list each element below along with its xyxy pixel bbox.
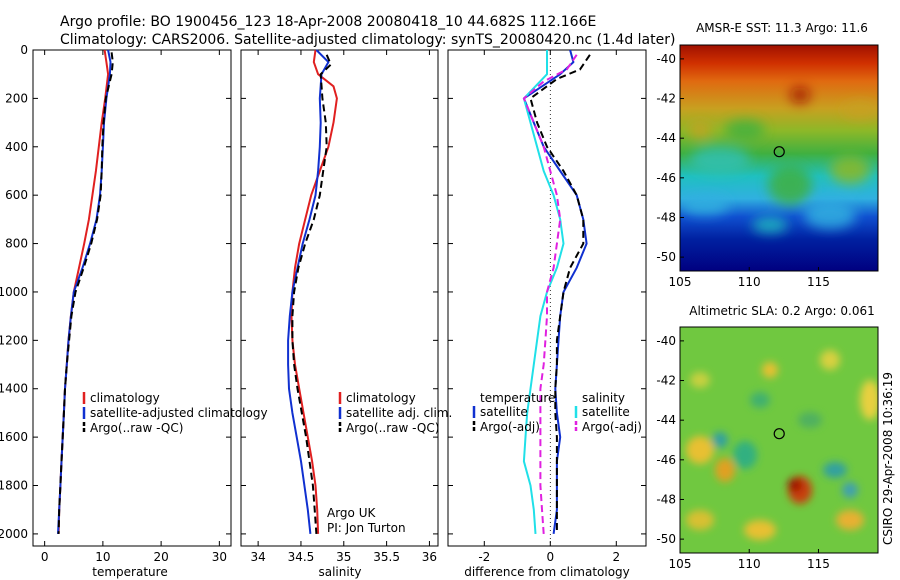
legend-label-sal-argo: Argo(-adj): [582, 420, 642, 434]
y-tick-label: 200: [5, 91, 28, 105]
map-y-tick-label: -46: [656, 171, 676, 185]
profile-panels: 0 10 20 30020040060080010001200140016001800…: [0, 43, 646, 564]
salinity-xlabel: salinity: [318, 565, 361, 579]
x-tick-label: 36: [422, 550, 437, 564]
sst-map-axes: 105 110 115 -40 -42 -44 -46 -48 -50: [656, 52, 830, 289]
series-line-climatology: [290, 49, 338, 534]
credit-argo-uk: Argo UK: [327, 506, 376, 520]
y-tick-label: 1400: [0, 382, 28, 396]
map-y-tick-label: -42: [656, 374, 676, 388]
x-tick-label: 20: [153, 550, 168, 564]
legend-label-satellite: satellite adj. clim.: [346, 406, 452, 420]
map-y-tick-label: -50: [656, 532, 676, 546]
y-tick-label: 1800: [0, 479, 28, 493]
temperature-legend: climatology satellite-adjusted climatolo…: [82, 391, 268, 435]
x-tick-label: 2: [612, 550, 620, 564]
series-line-satellite-adj-clim: [287, 49, 330, 535]
header-line-2: Climatology: CARS2006. Satellite-adjuste…: [60, 32, 675, 48]
map-y-tick-label: -40: [656, 334, 676, 348]
x-tick-label: 34.5: [288, 550, 315, 564]
sst-map-image: [680, 45, 878, 271]
legend-label-climatology: climatology: [346, 391, 416, 405]
sla-argo-location-marker: [773, 428, 785, 440]
legend-label-sal-satellite: satellite: [582, 405, 630, 419]
map-x-tick-label: 105: [669, 557, 692, 571]
y-tick-label: 1000: [0, 285, 28, 299]
legend-label-satellite: satellite-adjusted climatology: [90, 406, 268, 420]
x-tick-label: 0: [546, 550, 554, 564]
series-line-temperature-satellite: [522, 49, 588, 535]
y-tick-label: 1200: [0, 333, 28, 347]
map-y-tick-label: -42: [656, 92, 676, 106]
y-tick-label: 400: [5, 140, 28, 154]
y-tick-label: 0: [20, 43, 28, 57]
x-tick-label: 0: [41, 550, 49, 564]
map-y-tick-label: -48: [656, 492, 676, 506]
map-x-tick-label: 110: [738, 275, 761, 289]
x-tick-label: 34: [250, 550, 265, 564]
y-tick-label: 800: [5, 237, 28, 251]
legend-label-argo: Argo(..raw -QC): [90, 421, 183, 435]
sst-argo-location-marker: [773, 146, 785, 158]
x-tick-label: 10: [95, 550, 110, 564]
sla-map-frame: [679, 326, 879, 554]
sla-map-title: Altimetric SLA: 0.2 Argo: 0.061: [689, 304, 874, 318]
credit-pi: PI: Jon Turton: [327, 521, 406, 535]
timestamp-stamp: CSIRO 29-Apr-2008 10:36:19: [881, 372, 895, 545]
temperature-xlabel: temperature: [92, 565, 167, 579]
map-x-tick-label: 115: [807, 275, 830, 289]
map-y-tick-label: -48: [656, 210, 676, 224]
map-y-tick-label: -40: [656, 52, 676, 66]
map-x-tick-label: 110: [738, 557, 761, 571]
difference-legend: temperature salinity satellite Argo(-adj…: [472, 391, 642, 434]
legend-title-salinity: salinity: [582, 391, 625, 405]
series-line-argo-raw-qc: [57, 52, 114, 534]
legend-label-argo: Argo(..raw -QC): [346, 421, 439, 435]
sla-map-image: [680, 327, 878, 553]
temperature-panel: [32, 49, 232, 547]
difference-xlabel: difference from climatology: [464, 565, 630, 579]
sla-map-axes: 105 110 115 -40 -42 -44 -46 -48 -50: [656, 334, 830, 571]
map-x-tick-label: 115: [807, 557, 830, 571]
y-tick-label: 2000: [0, 527, 28, 541]
x-tick-label: -2: [478, 550, 490, 564]
series-line-climatology: [57, 49, 110, 534]
legend-label-climatology: climatology: [90, 391, 160, 405]
sst-map-frame: [679, 44, 879, 272]
map-y-tick-label: -50: [656, 250, 676, 264]
x-tick-label: 30: [212, 550, 227, 564]
legend-label-temp-argo: Argo(-adj): [480, 420, 540, 434]
map-y-tick-label: -44: [656, 413, 676, 427]
legend-title-temperature: temperature: [480, 391, 555, 405]
legend-label-temp-satellite: satellite: [480, 405, 528, 419]
map-y-tick-label: -44: [656, 131, 676, 145]
series-line-argo-raw-qc: [291, 54, 332, 534]
header-line-1: Argo profile: BO 1900456_123 18-Apr-2008…: [60, 14, 596, 30]
x-tick-label: 35: [336, 550, 351, 564]
map-y-tick-label: -46: [656, 453, 676, 467]
y-tick-label: 600: [5, 188, 28, 202]
x-tick-label: 35.5: [373, 550, 400, 564]
map-x-tick-label: 105: [669, 275, 692, 289]
y-tick-label: 1600: [0, 430, 28, 444]
series-line-temperature-argo-adj: [529, 54, 591, 534]
series-line-salinity-argo-adj: [522, 54, 578, 534]
salinity-legend: climatology satellite adj. clim. Argo(..…: [338, 391, 452, 435]
salinity-panel: [240, 49, 439, 547]
sst-map-title: AMSR-E SST: 11.3 Argo: 11.6: [696, 21, 868, 35]
